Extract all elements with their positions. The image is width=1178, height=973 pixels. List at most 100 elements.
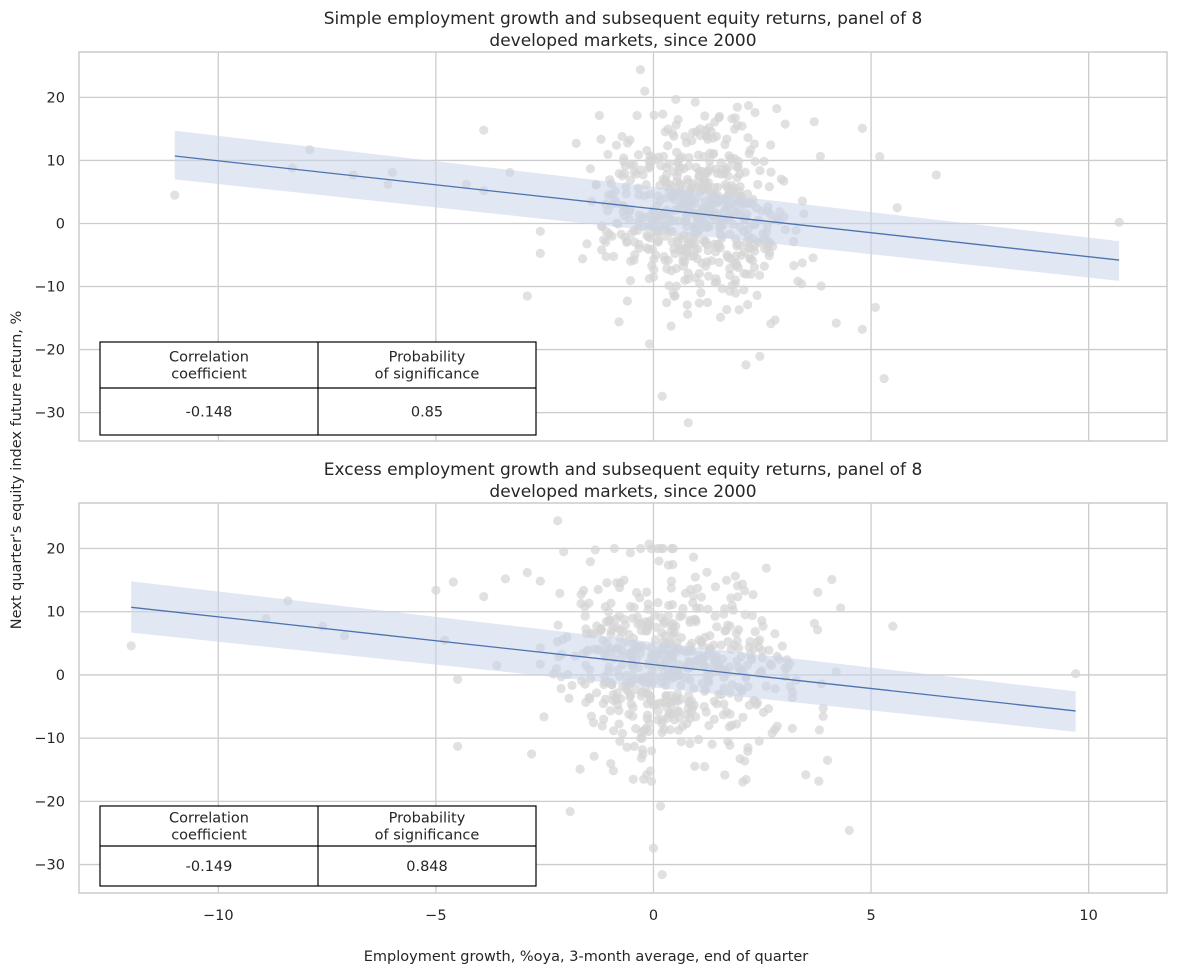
scatter-point <box>755 635 765 645</box>
scatter-point <box>657 628 667 638</box>
scatter-point <box>730 571 740 581</box>
scatter-point <box>701 131 712 142</box>
scatter-point <box>789 261 799 271</box>
scatter-point <box>672 706 682 716</box>
scatter-point <box>733 263 743 273</box>
scatter-point <box>816 281 826 291</box>
scatter-point <box>640 86 650 96</box>
scatter-point <box>659 619 669 629</box>
scatter-point <box>710 117 720 127</box>
scatter-point <box>626 699 636 709</box>
scatter-point <box>539 712 549 722</box>
scatter-point <box>448 577 458 587</box>
table-header: Probability <box>389 811 466 827</box>
scatter-point <box>619 575 629 585</box>
scatter-point <box>622 296 632 306</box>
scatter-point <box>609 543 619 554</box>
scatter-point <box>690 97 700 107</box>
scatter-point <box>589 751 599 761</box>
scatter-point <box>705 163 715 173</box>
scatter-point <box>709 182 720 193</box>
scatter-point <box>688 179 698 189</box>
scatter-point <box>580 611 590 621</box>
scatter-point <box>719 169 729 179</box>
x-tick-label: −5 <box>425 908 446 924</box>
scatter-point <box>594 110 604 121</box>
scatter-point <box>527 749 537 759</box>
scatter-point <box>678 244 688 254</box>
scatter-point <box>700 761 710 772</box>
scatter-point <box>931 170 941 180</box>
x-tick-label: 5 <box>866 908 875 924</box>
scatter-point <box>628 774 638 784</box>
confidence-band <box>174 130 1120 281</box>
table-header: Correlation <box>169 811 249 827</box>
scatter-point <box>776 174 786 184</box>
scatter-point <box>645 616 655 626</box>
scatter-point <box>615 736 625 746</box>
scatter-point <box>553 620 563 630</box>
scatter-point <box>705 630 715 641</box>
scatter-point <box>567 680 577 691</box>
scatter-point <box>588 718 599 728</box>
scatter-point <box>672 176 682 186</box>
scatter-point <box>663 611 673 621</box>
scatter-point <box>500 574 511 584</box>
scatter-point <box>738 712 748 722</box>
scatter-point <box>722 134 732 144</box>
scatter-point <box>700 238 710 248</box>
correlation-value: -0.148 <box>186 405 233 421</box>
scatter-point <box>719 699 729 709</box>
scatter-point <box>658 109 668 119</box>
x-tick-label: 10 <box>1079 908 1097 924</box>
scatter-point <box>680 588 691 598</box>
scatter-point <box>644 339 655 349</box>
scatter-point <box>606 598 616 608</box>
scatter-point <box>761 563 771 573</box>
scatter-point <box>735 169 745 179</box>
scatter-point <box>634 239 644 249</box>
scatter-point <box>696 592 706 602</box>
scatter-point <box>723 637 733 647</box>
scatter-point <box>675 612 685 622</box>
scatter-point <box>809 618 820 628</box>
scatter-point <box>763 704 774 714</box>
scatter-point <box>619 614 629 624</box>
scatter-point <box>642 699 652 709</box>
scatter-point <box>642 688 653 698</box>
y-tick-label: 20 <box>47 542 65 558</box>
scatter-point <box>733 625 744 635</box>
scatter-point <box>559 547 569 557</box>
scatter-point <box>635 593 645 603</box>
scatter-point <box>748 255 758 266</box>
scatter-point <box>712 699 722 709</box>
scatter-point <box>170 190 180 200</box>
scatter-point <box>685 713 695 724</box>
scatter-point <box>662 298 672 308</box>
scatter-point <box>766 319 776 329</box>
scatter-point <box>797 196 808 206</box>
scatter-point <box>642 587 652 597</box>
scatter-point <box>705 148 715 159</box>
scatter-point <box>780 119 790 129</box>
scatter-point <box>665 725 675 735</box>
scatter-point <box>741 360 751 370</box>
top-scatter-panel: Simple employment growth and subsequent … <box>34 9 1168 442</box>
scatter-point <box>711 274 721 284</box>
scatter-point <box>612 622 622 632</box>
scatter-point <box>606 758 616 769</box>
scatter-point <box>684 697 694 707</box>
scatter-point <box>748 589 758 600</box>
scatter-point <box>584 598 594 608</box>
scatter-point <box>759 261 769 271</box>
confidence-band <box>131 581 1076 732</box>
scatter-point <box>844 825 854 836</box>
scatter-point <box>813 587 823 597</box>
scatter-point <box>753 179 763 190</box>
scatter-point <box>614 719 624 729</box>
scatter-point <box>625 601 636 612</box>
scatter-point <box>664 280 674 291</box>
scatter-point <box>836 603 846 613</box>
scatter-point <box>575 764 585 774</box>
